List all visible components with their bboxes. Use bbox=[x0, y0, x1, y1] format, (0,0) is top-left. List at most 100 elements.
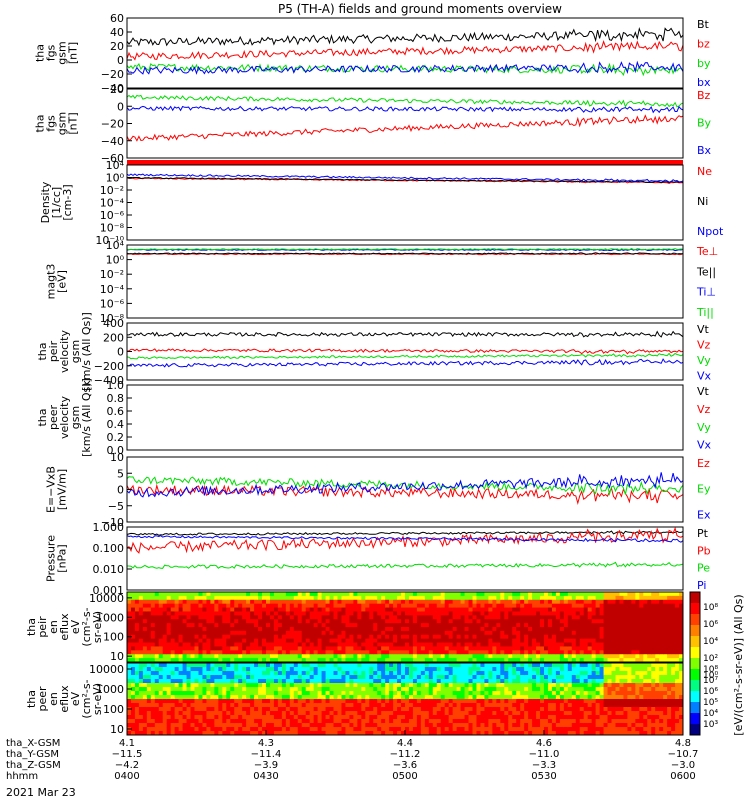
heatmap-cell bbox=[551, 623, 557, 628]
heatmap-cell bbox=[285, 727, 291, 732]
heatmap-cell bbox=[635, 638, 640, 644]
heatmap-cell bbox=[242, 711, 247, 716]
heatmap-cell bbox=[647, 654, 652, 659]
heatmap-cell bbox=[524, 723, 529, 728]
heatmap-cell bbox=[520, 679, 525, 684]
heatmap-cell bbox=[321, 658, 327, 663]
heatmap-cell bbox=[349, 667, 354, 672]
heatmap-cell bbox=[643, 658, 648, 663]
heatmap-cell bbox=[635, 611, 640, 616]
heatmap-cell bbox=[428, 615, 434, 620]
heatmap-cell bbox=[210, 723, 215, 728]
heatmap-cell bbox=[289, 623, 295, 628]
heatmap-cell bbox=[242, 658, 247, 663]
heatmap-cell bbox=[595, 599, 601, 605]
heatmap-cell bbox=[210, 630, 215, 636]
heatmap-cell bbox=[297, 723, 303, 728]
heatmap-cell bbox=[365, 675, 370, 680]
heatmap-cell bbox=[301, 627, 307, 632]
heatmap-cell bbox=[385, 623, 390, 628]
heatmap-cell bbox=[281, 691, 287, 696]
heatmap-cell bbox=[178, 691, 184, 696]
heatmap-cell bbox=[369, 675, 374, 680]
heatmap-cell bbox=[595, 707, 601, 712]
heatmap-cell bbox=[313, 703, 319, 708]
heatmap-cell bbox=[492, 703, 497, 708]
heatmap-cell bbox=[373, 595, 378, 601]
heatmap-cell bbox=[258, 719, 263, 724]
heatmap-cell bbox=[412, 603, 418, 609]
heatmap-cell bbox=[389, 630, 394, 636]
heatmap-cell bbox=[401, 671, 406, 676]
heatmap-cell bbox=[162, 634, 168, 640]
heatmap-cell bbox=[559, 667, 565, 672]
heatmap-cell bbox=[325, 615, 331, 620]
heatmap-cell bbox=[385, 711, 390, 716]
heatmap-cell bbox=[579, 671, 585, 676]
heatmap-cell bbox=[619, 671, 624, 676]
heatmap-cell bbox=[595, 642, 601, 647]
heatmap-cell bbox=[142, 731, 148, 736]
heatmap-cell bbox=[174, 663, 180, 668]
heatmap-cell bbox=[544, 630, 549, 636]
panel-frame bbox=[126, 526, 684, 591]
heatmap-cell bbox=[134, 630, 140, 636]
heatmap-cell bbox=[130, 699, 136, 704]
heatmap-cell bbox=[162, 642, 168, 647]
heatmap-cell bbox=[512, 691, 517, 696]
heatmap-cell bbox=[456, 615, 462, 620]
heatmap-cell bbox=[321, 667, 327, 672]
y-axis-label: gsm bbox=[69, 340, 82, 363]
heatmap-cell bbox=[567, 603, 573, 609]
heatmap-cell bbox=[412, 727, 418, 732]
heatmap-cell bbox=[333, 679, 338, 684]
heatmap-cell bbox=[547, 667, 553, 672]
heatmap-cell bbox=[484, 599, 489, 605]
heatmap-cell bbox=[337, 627, 342, 632]
heatmap-cell bbox=[170, 731, 176, 736]
heatmap-cell bbox=[242, 654, 247, 659]
heatmap-cell bbox=[377, 719, 382, 724]
heatmap-cell bbox=[154, 667, 160, 672]
heatmap-cell bbox=[222, 675, 227, 680]
heatmap-cell bbox=[377, 703, 382, 708]
heatmap-cell bbox=[579, 703, 585, 708]
heatmap-cell bbox=[377, 723, 382, 728]
heatmap-cell bbox=[416, 683, 422, 688]
heatmap-cell bbox=[615, 638, 620, 644]
heatmap-cell bbox=[349, 603, 354, 609]
heatmap-cell bbox=[611, 642, 616, 647]
heatmap-cell bbox=[408, 703, 414, 708]
heatmap-cell bbox=[647, 642, 652, 647]
heatmap-cell bbox=[476, 699, 481, 704]
heatmap-cell bbox=[273, 711, 279, 716]
heatmap-cell bbox=[631, 611, 636, 616]
heatmap-cell bbox=[273, 683, 279, 688]
heatmap-cell bbox=[230, 638, 235, 644]
heatmap-cell bbox=[218, 699, 223, 704]
heatmap-cell bbox=[393, 671, 398, 676]
heatmap-cell bbox=[488, 603, 493, 609]
heatmap-cell bbox=[361, 671, 366, 676]
heatmap-cell bbox=[397, 634, 402, 640]
heatmap-cell bbox=[389, 707, 394, 712]
heatmap-cell bbox=[405, 623, 410, 628]
heatmap-cell bbox=[571, 599, 577, 605]
heatmap-cell bbox=[329, 634, 335, 640]
heatmap-cell bbox=[242, 603, 247, 609]
heatmap-cell bbox=[607, 731, 613, 736]
heatmap-cell bbox=[659, 638, 664, 644]
heatmap-cell bbox=[214, 654, 219, 659]
heatmap-cell bbox=[663, 658, 668, 663]
heatmap-cell bbox=[635, 703, 640, 708]
heatmap-cell bbox=[468, 615, 474, 620]
heatmap-cell bbox=[488, 658, 493, 663]
heatmap-cell bbox=[401, 715, 406, 720]
heatmap-cell bbox=[512, 707, 517, 712]
heatmap-cell bbox=[329, 623, 335, 628]
heatmap-cell bbox=[150, 715, 156, 720]
heatmap-cell bbox=[293, 683, 299, 688]
heatmap-cell bbox=[246, 703, 251, 708]
heatmap-cell bbox=[397, 595, 402, 601]
heatmap-cell bbox=[345, 719, 350, 724]
